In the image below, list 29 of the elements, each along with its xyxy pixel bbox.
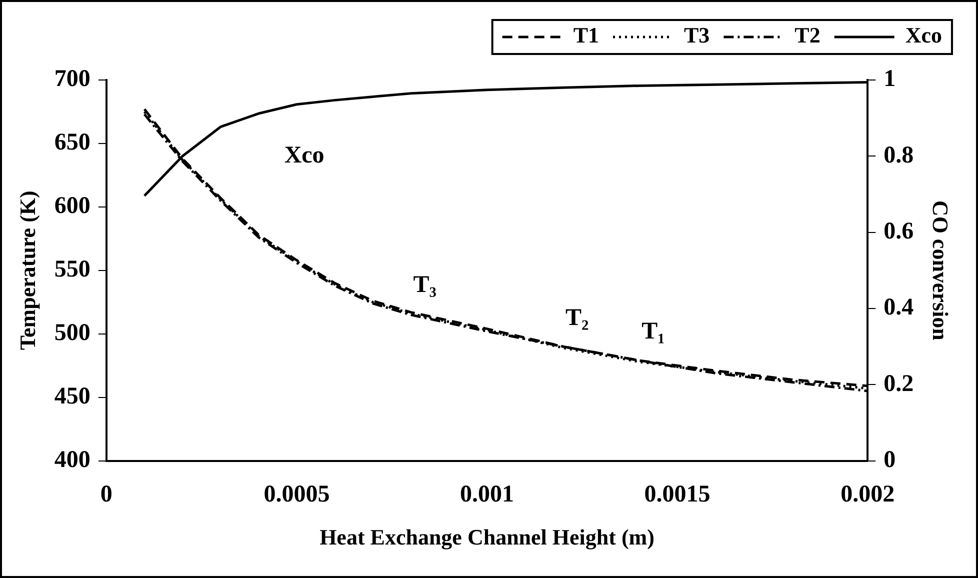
x-tick-label: 0	[100, 481, 112, 508]
y2-tick-label: 0.4	[884, 294, 914, 321]
y2-tick-label: 0.2	[884, 370, 914, 397]
x-tick-label: 0.002	[840, 481, 895, 508]
legend-label: T1	[573, 22, 600, 48]
annotation: Xco	[284, 142, 324, 168]
x-axis-title: Heat Exchange Channel Height (m)	[320, 524, 654, 550]
y-tick-label: 550	[54, 256, 90, 283]
y-tick-label: 400	[54, 447, 90, 474]
legend-label: T3	[684, 22, 710, 48]
annotation: T₂	[566, 304, 589, 331]
x-tick-label: 0.001	[460, 481, 514, 508]
y2-axis-title: CO conversion	[928, 200, 954, 340]
y-tick-label: 450	[54, 384, 90, 410]
legend-label: Xco	[905, 22, 942, 48]
y2-tick-label: 1	[884, 66, 896, 92]
y-tick-label: 500	[54, 320, 90, 346]
x-tick-label: 0.0015	[644, 481, 710, 508]
y2-tick-label: 0.6	[884, 218, 914, 245]
y-tick-label: 650	[54, 130, 90, 156]
annotation: T₃	[413, 272, 436, 298]
x-tick-label: 0.0005	[264, 481, 330, 508]
y2-tick-label: 0	[884, 447, 896, 474]
y-tick-label: 700	[54, 66, 90, 92]
legend-label: T2	[794, 22, 820, 48]
y2-tick-label: 0.8	[884, 142, 914, 168]
y-tick-label: 600	[54, 193, 90, 220]
y-axis-title: Temperature (K)	[14, 190, 40, 350]
annotation: T₁	[642, 318, 665, 345]
